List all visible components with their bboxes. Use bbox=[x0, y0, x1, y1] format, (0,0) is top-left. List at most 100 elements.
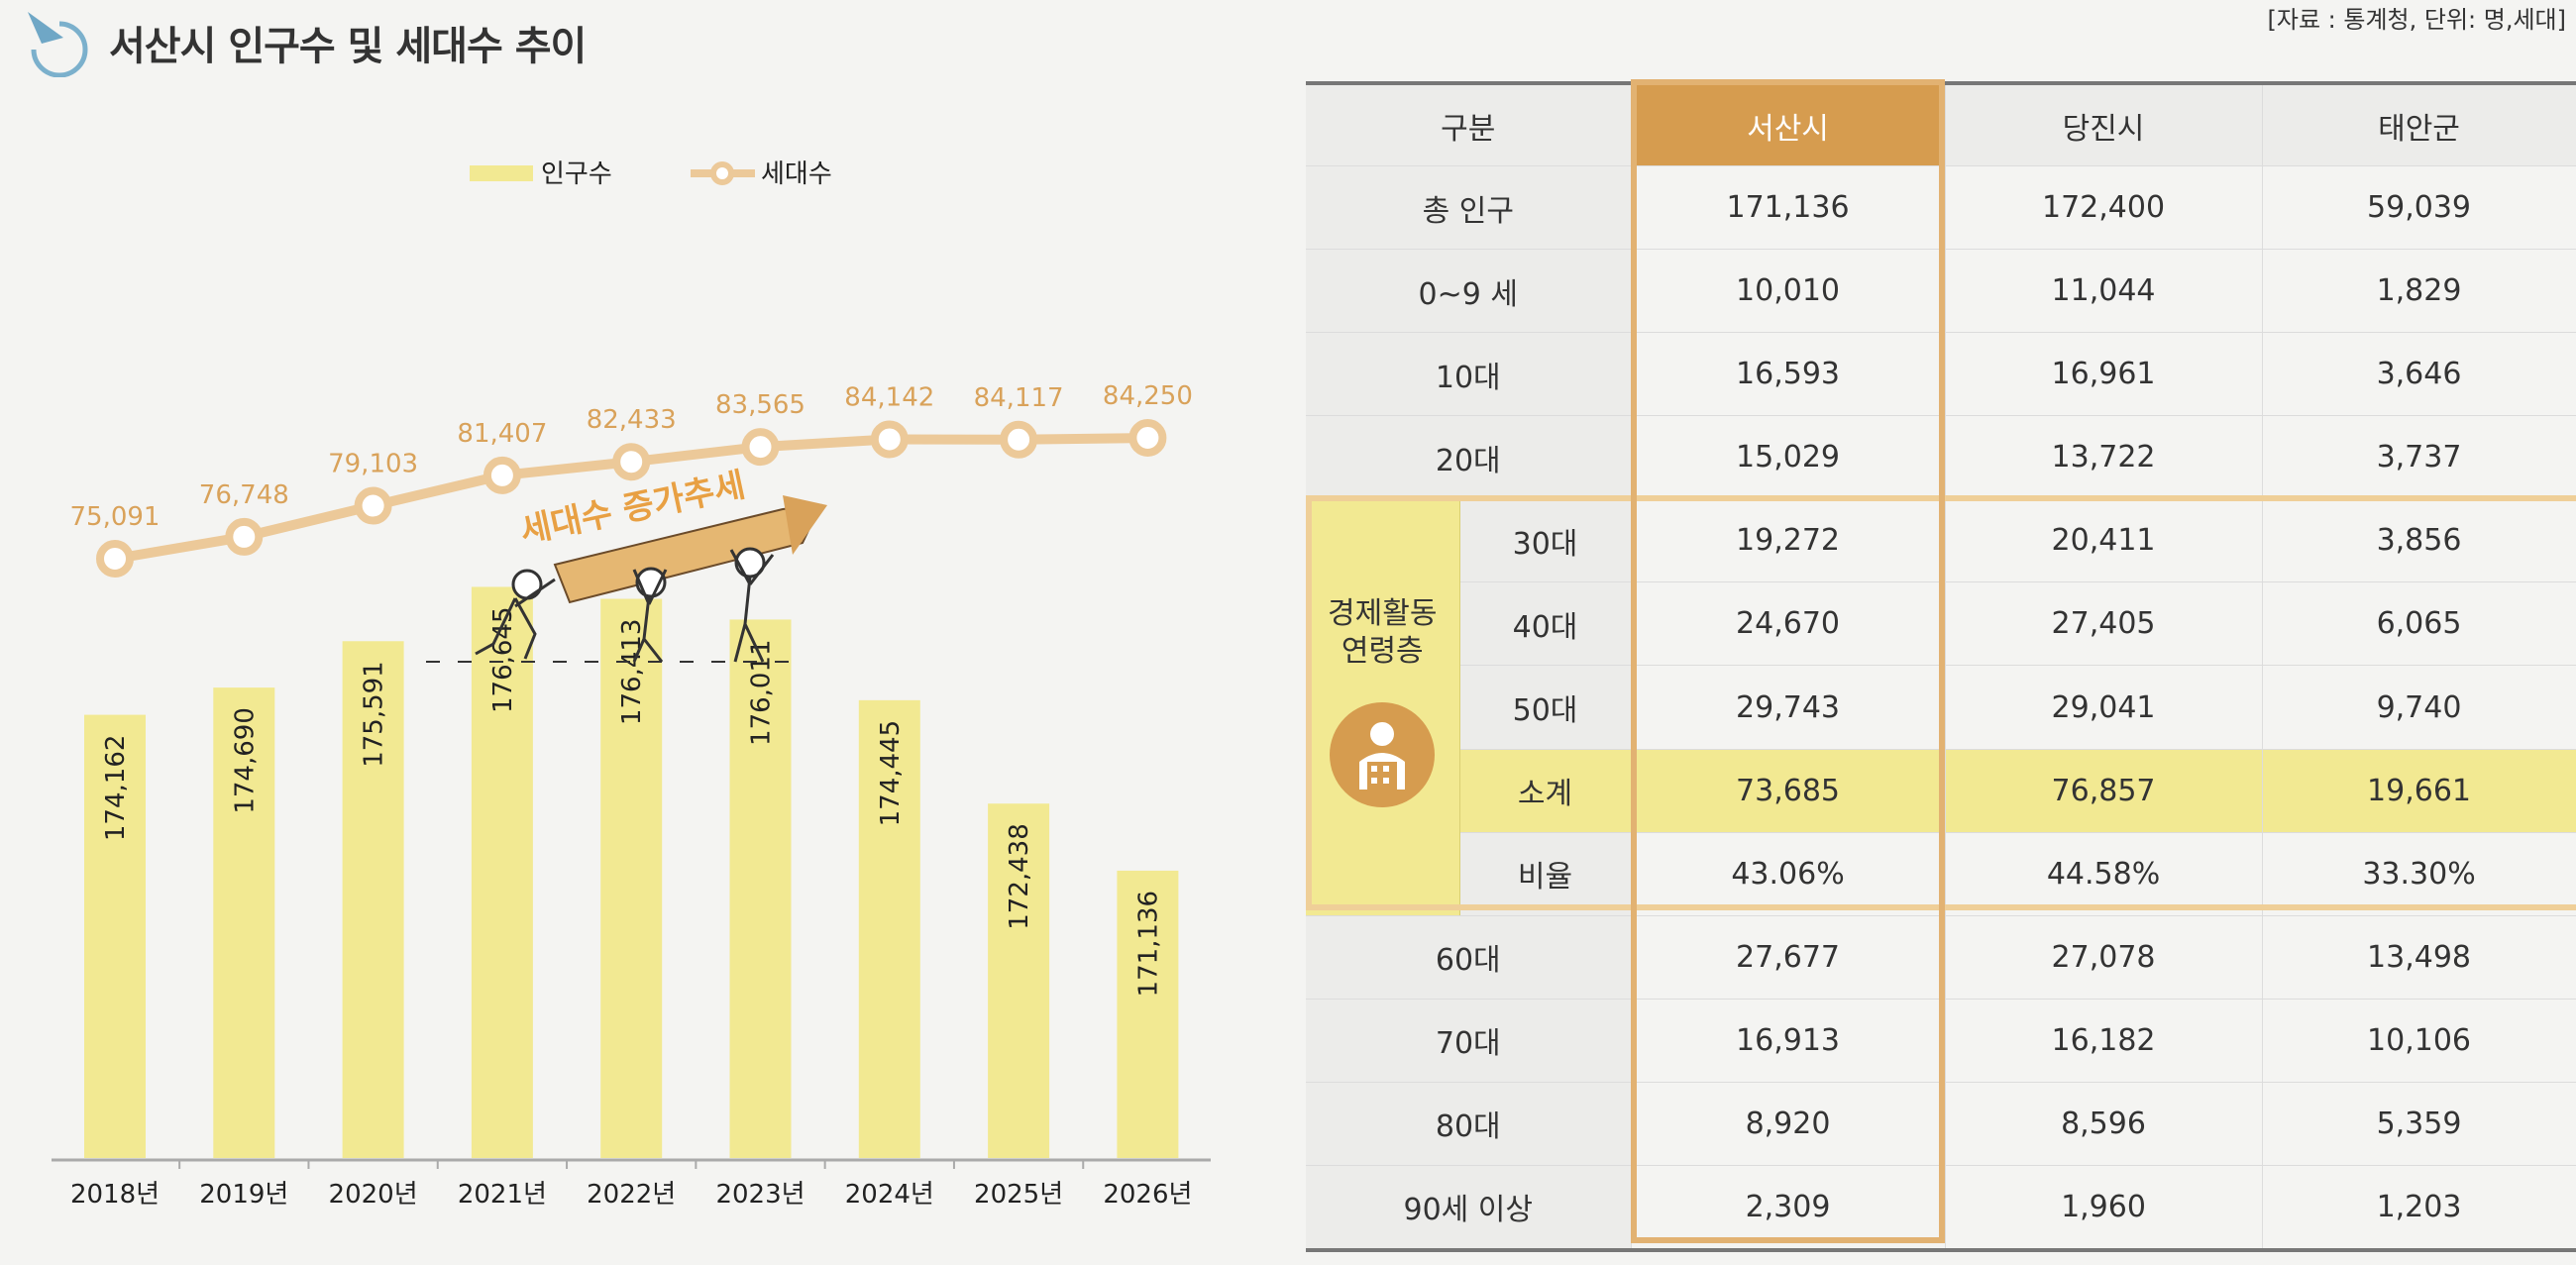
cell-taean: 1,829 bbox=[2262, 249, 2576, 334]
row-label: 0~9 세 bbox=[1306, 249, 1632, 334]
x-axis-labels: 2018년 2019년 2020년 2021년 2022년 2023년 2024년 2025년… bbox=[70, 1160, 1192, 1210]
table-row: 50대 29,743 29,041 9,740 bbox=[1306, 665, 2576, 750]
table-row: 경제활동 연령층 30대 19,272 20,411 3,856 bbox=[1306, 498, 2576, 916]
bar-2021년 bbox=[471, 586, 533, 1158]
bar-2023년 bbox=[729, 619, 792, 1158]
cell-seosan: 29,743 bbox=[1631, 665, 1946, 750]
cell-seosan: 15,029 bbox=[1631, 415, 1946, 500]
cell-seosan: 16,913 bbox=[1631, 999, 1946, 1083]
cell-dangjin: 8,596 bbox=[1945, 1082, 2263, 1166]
cell-dangjin: 44.58% bbox=[1945, 832, 2263, 916]
cell-taean: 9,740 bbox=[2262, 665, 2576, 750]
cell-taean: 1,203 bbox=[2262, 1165, 2576, 1253]
cell-seosan: 19,272 bbox=[1631, 498, 1946, 583]
x-tick-label: 2023년 bbox=[715, 1180, 805, 1210]
table-row: 60대 27,677 27,078 13,498 bbox=[1306, 915, 2576, 1000]
households-point bbox=[1128, 419, 1167, 457]
row-label: 90세 이상 bbox=[1306, 1165, 1632, 1253]
x-tick-label: 2020년 bbox=[329, 1180, 418, 1210]
households-point bbox=[1000, 420, 1038, 459]
bar-2019년 bbox=[213, 687, 275, 1158]
cell-seosan: 2,309 bbox=[1631, 1165, 1946, 1253]
worker-icon bbox=[1330, 702, 1436, 807]
cell-taean: 5,359 bbox=[2262, 1082, 2576, 1166]
cell-dangjin: 76,857 bbox=[1945, 749, 2263, 833]
households-value-label: 83,565 bbox=[715, 390, 805, 420]
households-value-label: 79,103 bbox=[328, 450, 418, 479]
x-tick-label: 2024년 bbox=[845, 1180, 934, 1210]
header-category: 구분 bbox=[1306, 81, 1632, 166]
cell-taean: 10,106 bbox=[2262, 999, 2576, 1083]
cell-taean: 59,039 bbox=[2262, 165, 2576, 251]
table-row: 70대 16,913 16,182 10,106 bbox=[1306, 999, 2576, 1083]
line-series: 75,091 76,748 79,103 81,407 82,433 83,565 84,1… bbox=[70, 381, 1193, 578]
cell-taean: 19,661 bbox=[2262, 749, 2576, 833]
table-row: 80대 8,920 8,596 5,359 bbox=[1306, 1082, 2576, 1166]
cell-seosan: 24,670 bbox=[1631, 581, 1946, 667]
households-point bbox=[225, 517, 264, 556]
households-point bbox=[96, 540, 134, 578]
legend-label-population: 인구수 bbox=[541, 159, 612, 189]
econ-group-label: 경제활동 연령층 bbox=[1306, 595, 1459, 671]
cell-seosan: 171,136 bbox=[1631, 165, 1946, 251]
table-row: 40대 24,670 27,405 6,065 bbox=[1306, 581, 2576, 667]
households-point bbox=[741, 428, 780, 467]
cell-seosan: 27,677 bbox=[1631, 915, 1946, 1000]
households-point bbox=[354, 486, 392, 525]
bar-2020년 bbox=[342, 641, 404, 1158]
households-value-label: 82,433 bbox=[587, 405, 677, 435]
cell-dangjin: 29,041 bbox=[1945, 665, 2263, 750]
cell-taean: 3,737 bbox=[2262, 415, 2576, 500]
bar-2022년 bbox=[600, 598, 663, 1158]
cell-seosan: 43.06% bbox=[1631, 832, 1946, 916]
table-row-subtotal: 소계 73,685 76,857 19,661 bbox=[1306, 749, 2576, 833]
table-row: 10대 16,593 16,961 3,646 bbox=[1306, 332, 2576, 417]
bar-value-label: 174,445 bbox=[876, 720, 906, 827]
legend-marker-households bbox=[710, 161, 734, 185]
cell-taean: 6,065 bbox=[2262, 581, 2576, 667]
bar-2026년 bbox=[1117, 870, 1179, 1158]
row-label: 50대 bbox=[1459, 665, 1632, 750]
bar-value-label: 174,162 bbox=[101, 735, 131, 842]
households-value-label: 84,117 bbox=[974, 383, 1064, 413]
row-label: 소계 bbox=[1459, 749, 1632, 833]
cell-dangjin: 27,405 bbox=[1945, 581, 2263, 667]
cell-taean: 33.30% bbox=[2262, 832, 2576, 916]
table-row: 0~9 세 10,010 11,044 1,829 bbox=[1306, 249, 2576, 334]
title-area: 서산시 인구수 및 세대수 추이 bbox=[20, 8, 587, 77]
x-tick-label: 2025년 bbox=[974, 1180, 1063, 1210]
row-label: 20대 bbox=[1306, 415, 1632, 500]
econ-group-cell: 경제활동 연령층 bbox=[1306, 498, 1460, 916]
bar-2024년 bbox=[858, 699, 920, 1158]
econ-group-label-line1: 경제활동 bbox=[1328, 596, 1438, 631]
cell-taean: 3,646 bbox=[2262, 332, 2576, 417]
table-header-row: 구분 서산시 당진시 태안군 bbox=[1306, 81, 2576, 166]
households-point bbox=[612, 443, 651, 481]
bar-value-label: 175,591 bbox=[360, 661, 389, 768]
cell-dangjin: 13,722 bbox=[1945, 415, 2263, 500]
cell-dangjin: 11,044 bbox=[1945, 249, 2263, 334]
row-label: 70대 bbox=[1306, 999, 1632, 1083]
legend: 인구수 세대수 bbox=[470, 159, 832, 189]
table-row: 90세 이상 2,309 1,960 1,203 bbox=[1306, 1165, 2576, 1253]
row-label: 60대 bbox=[1306, 915, 1632, 1000]
header-taean: 태안군 bbox=[2262, 81, 2576, 166]
people-figures bbox=[475, 547, 775, 663]
cell-seosan: 10,010 bbox=[1631, 249, 1946, 334]
households-value-label: 75,091 bbox=[70, 502, 161, 532]
cell-seosan: 73,685 bbox=[1631, 749, 1946, 833]
row-label: 총 인구 bbox=[1306, 165, 1632, 251]
cell-seosan: 8,920 bbox=[1631, 1082, 1946, 1166]
page-title: 서산시 인구수 및 세대수 추이 bbox=[109, 24, 587, 69]
row-label: 40대 bbox=[1459, 581, 1632, 667]
households-point bbox=[483, 456, 521, 494]
bar-value-label: 171,136 bbox=[1133, 891, 1163, 998]
cell-dangjin: 172,400 bbox=[1945, 165, 2263, 251]
x-tick-label: 2018년 bbox=[70, 1180, 160, 1210]
households-point bbox=[870, 420, 909, 459]
x-tick-label: 2026년 bbox=[1103, 1180, 1192, 1210]
bar-value-label: 174,690 bbox=[230, 707, 260, 814]
row-label: 10대 bbox=[1306, 332, 1632, 417]
legend-label-households: 세대수 bbox=[761, 159, 832, 189]
